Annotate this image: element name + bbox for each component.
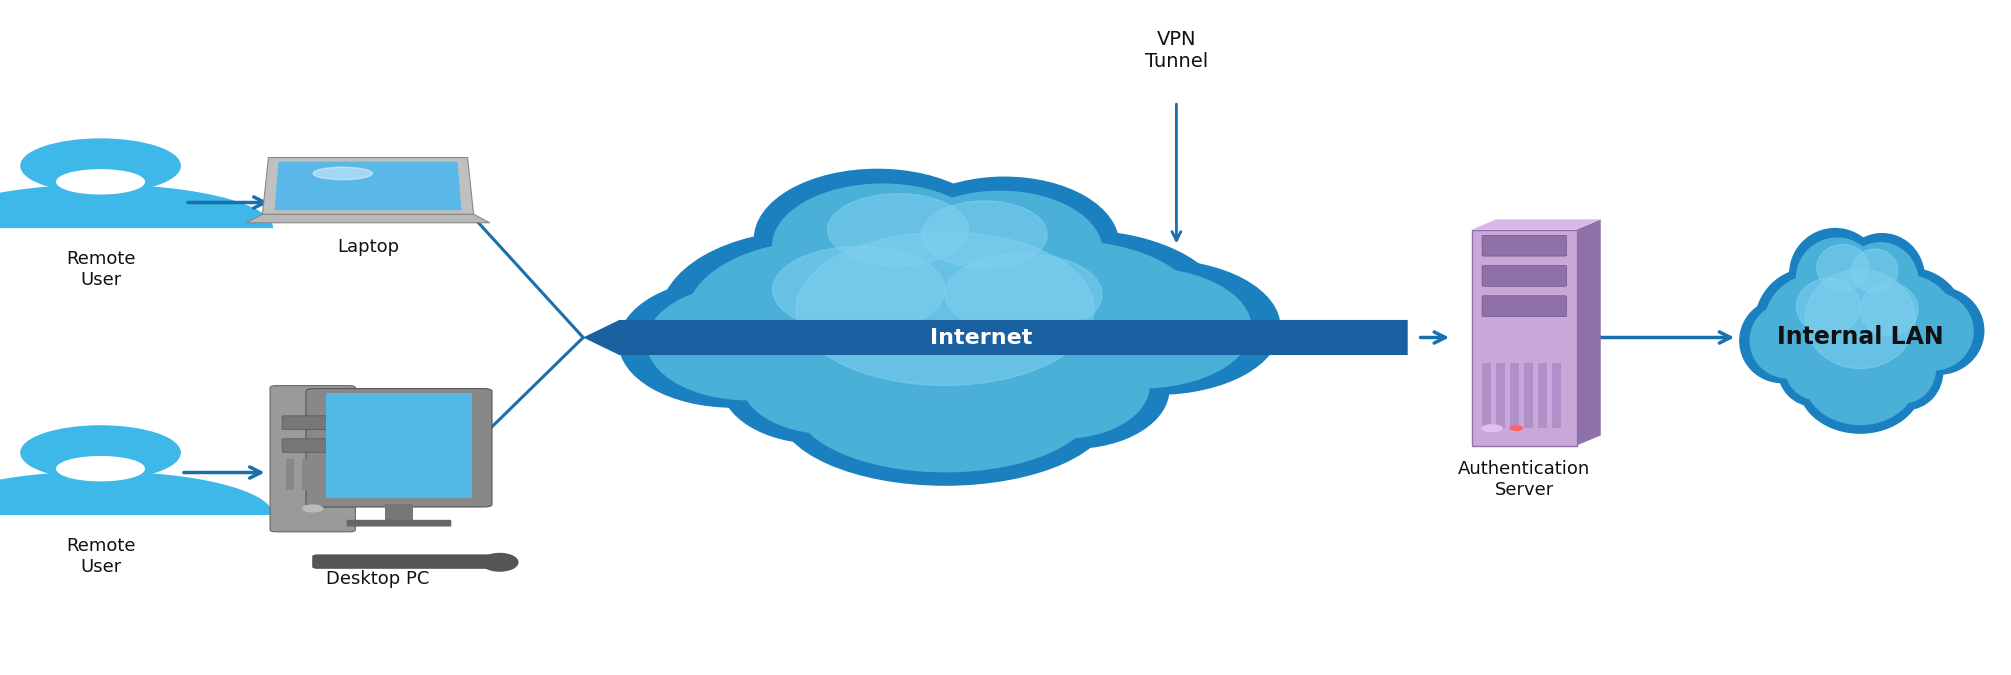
- Text: Internet: Internet: [931, 327, 1032, 348]
- Ellipse shape: [891, 178, 1118, 311]
- FancyBboxPatch shape: [269, 385, 356, 532]
- Polygon shape: [273, 161, 461, 210]
- FancyBboxPatch shape: [1496, 363, 1504, 428]
- Ellipse shape: [772, 184, 991, 308]
- FancyBboxPatch shape: [1482, 236, 1567, 256]
- Ellipse shape: [977, 333, 1148, 438]
- Ellipse shape: [1816, 244, 1868, 291]
- Ellipse shape: [1750, 303, 1826, 378]
- Ellipse shape: [754, 169, 999, 309]
- Ellipse shape: [1892, 292, 1973, 370]
- Ellipse shape: [1778, 329, 1848, 406]
- FancyBboxPatch shape: [306, 389, 493, 507]
- Ellipse shape: [945, 254, 1102, 335]
- FancyBboxPatch shape: [334, 459, 342, 490]
- Text: Remote
User: Remote User: [66, 250, 135, 289]
- Ellipse shape: [742, 223, 1148, 452]
- Ellipse shape: [1806, 269, 1914, 369]
- Ellipse shape: [648, 285, 851, 400]
- Ellipse shape: [742, 328, 913, 433]
- Ellipse shape: [796, 338, 1094, 472]
- Ellipse shape: [1798, 335, 1923, 433]
- Polygon shape: [245, 214, 489, 223]
- FancyBboxPatch shape: [1472, 230, 1577, 446]
- Ellipse shape: [1790, 229, 1880, 319]
- Ellipse shape: [1872, 333, 1943, 409]
- Ellipse shape: [481, 554, 517, 571]
- Ellipse shape: [660, 231, 959, 403]
- Ellipse shape: [1842, 243, 1918, 321]
- Ellipse shape: [772, 246, 945, 333]
- Ellipse shape: [1764, 275, 1862, 375]
- Text: Authentication
Server: Authentication Server: [1458, 460, 1591, 499]
- Circle shape: [20, 139, 181, 192]
- Ellipse shape: [1840, 234, 1925, 321]
- Text: Remote
User: Remote User: [66, 537, 135, 576]
- Polygon shape: [583, 320, 1408, 355]
- FancyBboxPatch shape: [326, 394, 473, 498]
- Circle shape: [302, 505, 322, 512]
- Ellipse shape: [1852, 249, 1898, 292]
- FancyBboxPatch shape: [1552, 363, 1561, 428]
- Ellipse shape: [716, 209, 1174, 466]
- Polygon shape: [261, 157, 473, 214]
- Circle shape: [1510, 426, 1522, 430]
- FancyBboxPatch shape: [1524, 363, 1532, 428]
- Ellipse shape: [619, 278, 847, 407]
- FancyBboxPatch shape: [282, 416, 344, 429]
- FancyBboxPatch shape: [1482, 363, 1490, 428]
- Polygon shape: [0, 184, 273, 228]
- Ellipse shape: [1756, 269, 1866, 380]
- Ellipse shape: [1872, 334, 1935, 403]
- Ellipse shape: [1796, 279, 1860, 334]
- Ellipse shape: [1786, 331, 1848, 400]
- Ellipse shape: [1034, 260, 1279, 394]
- Ellipse shape: [931, 231, 1231, 403]
- FancyBboxPatch shape: [1482, 296, 1567, 317]
- Circle shape: [20, 426, 181, 479]
- Ellipse shape: [1032, 268, 1251, 388]
- FancyBboxPatch shape: [282, 439, 344, 452]
- Ellipse shape: [921, 201, 1048, 268]
- Ellipse shape: [1860, 284, 1918, 336]
- Ellipse shape: [975, 330, 1168, 448]
- FancyBboxPatch shape: [346, 520, 450, 526]
- FancyBboxPatch shape: [1538, 363, 1546, 428]
- Ellipse shape: [1786, 263, 1935, 412]
- Ellipse shape: [56, 457, 145, 481]
- Ellipse shape: [1854, 269, 1965, 380]
- Polygon shape: [0, 471, 273, 515]
- Ellipse shape: [899, 191, 1102, 311]
- Polygon shape: [1472, 219, 1601, 230]
- Circle shape: [1482, 425, 1502, 431]
- Ellipse shape: [1858, 275, 1957, 375]
- FancyBboxPatch shape: [384, 504, 412, 523]
- Polygon shape: [1577, 219, 1601, 446]
- FancyBboxPatch shape: [302, 459, 310, 490]
- FancyBboxPatch shape: [286, 459, 294, 490]
- Ellipse shape: [686, 242, 953, 395]
- FancyBboxPatch shape: [1510, 363, 1518, 428]
- Ellipse shape: [314, 167, 372, 180]
- Ellipse shape: [1796, 238, 1878, 319]
- Ellipse shape: [796, 232, 1094, 385]
- Ellipse shape: [1740, 299, 1824, 383]
- Ellipse shape: [1892, 288, 1983, 374]
- Ellipse shape: [829, 194, 969, 266]
- FancyBboxPatch shape: [314, 555, 503, 568]
- Ellipse shape: [1776, 254, 1945, 421]
- Ellipse shape: [778, 335, 1112, 485]
- Text: Internal LAN: Internal LAN: [1778, 325, 1943, 350]
- Ellipse shape: [937, 242, 1205, 395]
- FancyBboxPatch shape: [1482, 265, 1567, 286]
- Ellipse shape: [722, 325, 915, 443]
- Text: Desktop PC: Desktop PC: [326, 570, 430, 589]
- Text: Laptop: Laptop: [338, 238, 398, 256]
- Text: VPN
Tunnel: VPN Tunnel: [1144, 30, 1209, 71]
- Ellipse shape: [56, 170, 145, 194]
- FancyBboxPatch shape: [318, 459, 326, 490]
- Ellipse shape: [1806, 338, 1914, 425]
